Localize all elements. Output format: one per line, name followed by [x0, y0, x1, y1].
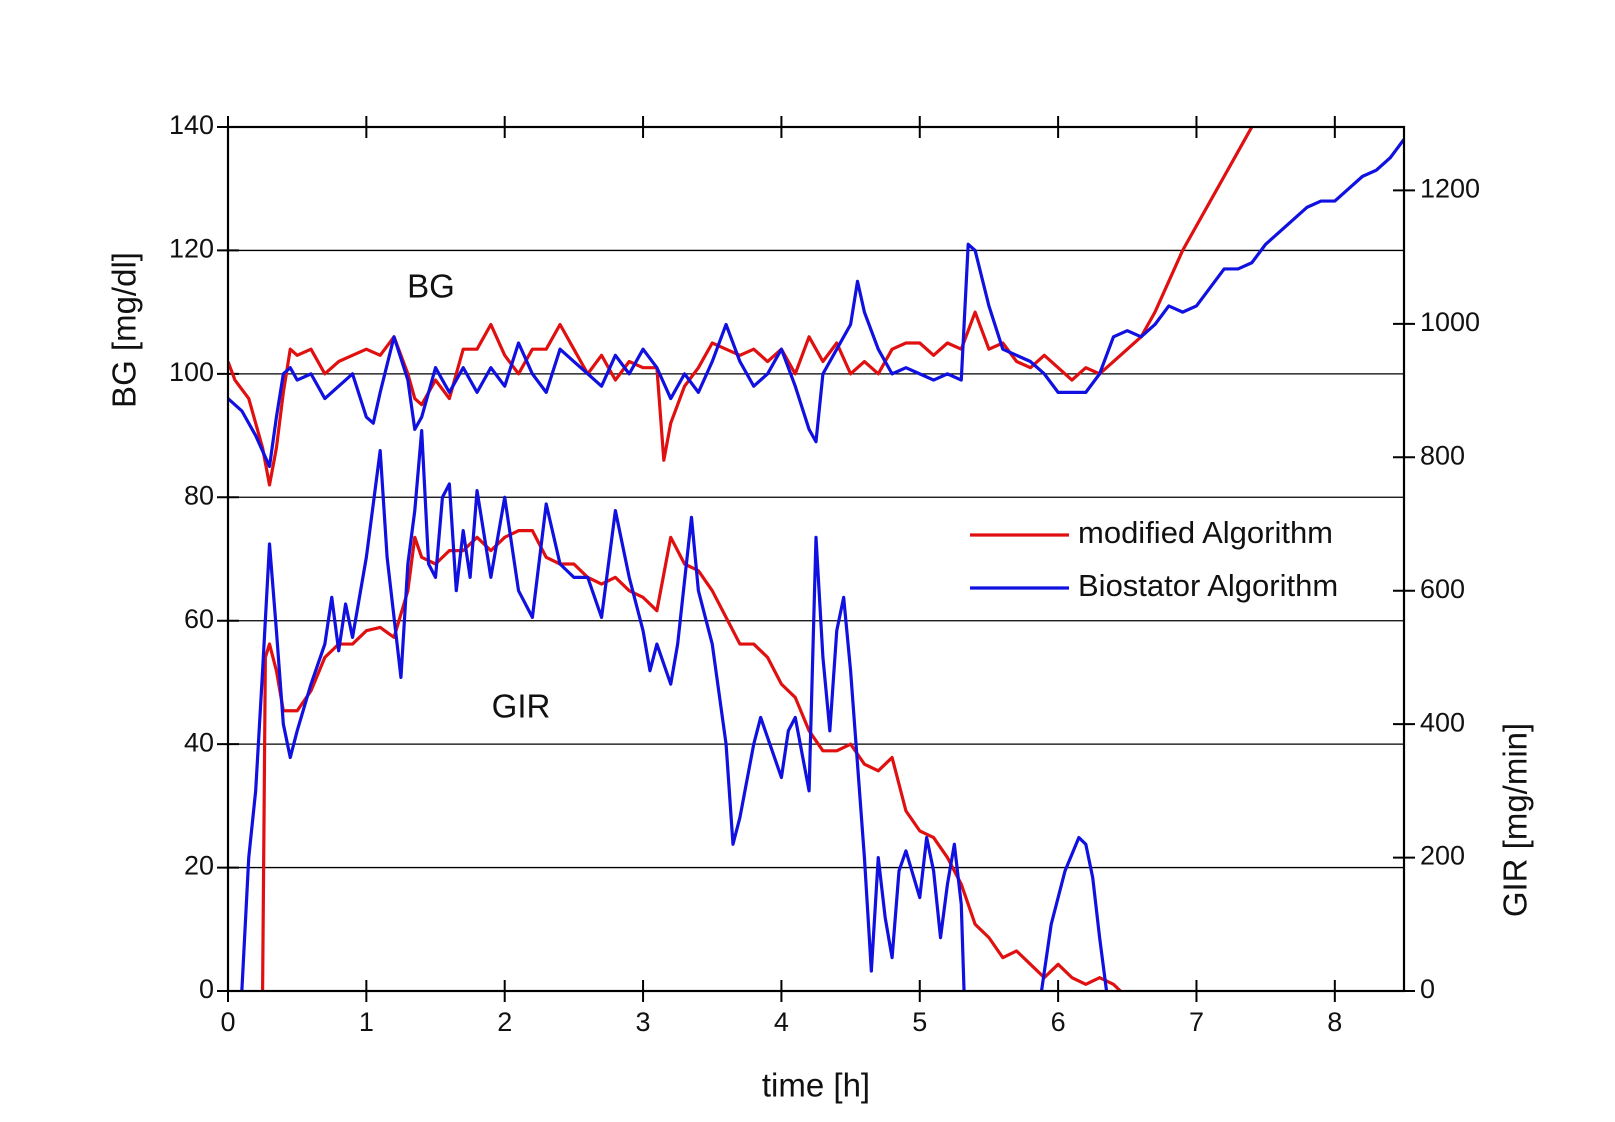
y-tick-label: 100	[169, 357, 214, 387]
y2-tick-label: 1000	[1420, 307, 1480, 337]
x-axis-title: time [h]	[762, 1067, 870, 1104]
x-tick-label: 4	[774, 1007, 789, 1037]
y2-tick-label: 600	[1420, 574, 1465, 604]
legend-label: modified Algorithm	[1078, 515, 1333, 550]
y2-axis-title: GIR [mg/min]	[1497, 723, 1534, 917]
y-tick-label: 40	[184, 727, 214, 757]
x-tick-label: 7	[1189, 1007, 1204, 1037]
annotation: GIR	[492, 688, 551, 725]
y-tick-label: 60	[184, 604, 214, 634]
y2-tick-label: 800	[1420, 440, 1465, 470]
y-tick-label: 20	[184, 851, 214, 881]
y-tick-label: 80	[184, 480, 214, 510]
y2-tick-label: 0	[1420, 974, 1435, 1004]
legend-label: Biostator Algorithm	[1078, 568, 1338, 603]
annotation: BG	[407, 268, 455, 305]
data-line	[240, 428, 1109, 991]
y-tick-label: 0	[199, 974, 214, 1004]
x-tick-label: 6	[1051, 1007, 1066, 1037]
plot-area	[228, 127, 1404, 991]
x-tick-label: 2	[497, 1007, 512, 1037]
y2-tick-label: 400	[1420, 707, 1465, 737]
y2-tick-label: 1200	[1420, 174, 1480, 204]
y2-tick-label: 200	[1420, 841, 1465, 871]
x-tick-label: 1	[359, 1007, 374, 1037]
x-tick-label: 5	[912, 1007, 927, 1037]
y-axis-title: BG [mg/dl]	[106, 252, 143, 408]
data-line	[228, 138, 1404, 469]
plot-frame	[226, 125, 1406, 993]
x-tick-label: 0	[220, 1007, 235, 1037]
x-tick-label: 3	[636, 1007, 651, 1037]
x-tick-label: 8	[1327, 1007, 1342, 1037]
y-tick-label: 140	[169, 110, 214, 140]
data-line	[260, 529, 1122, 991]
data-line	[228, 127, 1254, 487]
y-tick-label: 120	[169, 234, 214, 264]
